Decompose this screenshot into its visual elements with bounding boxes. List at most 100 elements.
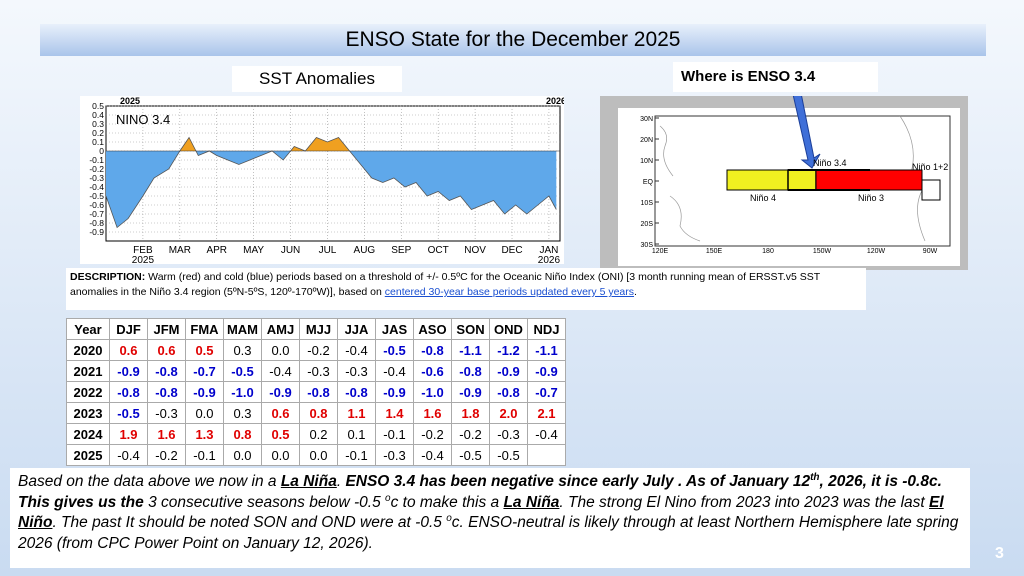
y-tick-label: -0.3 — [89, 173, 104, 183]
x-tick-label: SEP — [391, 245, 411, 256]
value-cell: -1.1 — [527, 339, 566, 361]
value-cell: -0.4 — [375, 360, 414, 382]
x-tick-label: NOV — [464, 245, 486, 256]
lat-label: 10N — [640, 158, 653, 165]
value-cell: 0.0 — [261, 444, 300, 466]
value-cell: -0.5 — [489, 444, 528, 466]
value-cell: -0.5 — [223, 360, 262, 382]
value-cell: -0.8 — [299, 381, 338, 403]
superscript: o — [385, 492, 391, 504]
value-cell: -0.3 — [375, 444, 414, 466]
value-cell: 1.9 — [109, 423, 148, 445]
year-cell: 2020 — [66, 339, 110, 361]
value-cell: 0.1 — [337, 423, 376, 445]
y-tick-label: -0.2 — [89, 164, 104, 174]
text: 3 consecutive seasons below -0.5 — [143, 493, 386, 511]
header-cell: JFM — [147, 318, 186, 340]
value-cell — [527, 444, 566, 466]
value-cell: -1.1 — [451, 339, 490, 361]
header-cell: MAM — [223, 318, 262, 340]
lat-label: EQ — [643, 179, 654, 186]
x-tick-label: DEC — [501, 245, 522, 256]
header-cell: OND — [489, 318, 528, 340]
header-cell: JAS — [375, 318, 414, 340]
value-cell: 0.8 — [223, 423, 262, 445]
x-tick-label: MAY — [243, 245, 264, 256]
value-cell: -1.2 — [489, 339, 528, 361]
description-text: . — [634, 286, 637, 298]
y-tick-label: -0.1 — [89, 155, 104, 165]
coastline — [659, 115, 941, 242]
emphasis: La Niña — [280, 473, 337, 490]
lon-label: 150E — [706, 248, 723, 255]
region-label: Niño 3 — [858, 193, 884, 203]
lon-label: 150W — [813, 248, 832, 255]
y-tick-label: 0.5 — [92, 101, 104, 111]
lat-label: 10S — [641, 200, 654, 207]
value-cell: 1.8 — [451, 402, 490, 424]
value-cell: -1.0 — [413, 381, 452, 403]
value-cell: 1.3 — [185, 423, 224, 445]
year-label: 2026 — [546, 96, 564, 106]
value-cell: -0.8 — [337, 381, 376, 403]
row: 2021 -0.9 -0.8 -0.7 -0.5 -0.4 -0.3 -0.3 -0.4 -0.6… — [66, 360, 566, 382]
warm-area — [106, 137, 557, 151]
value-cell: -0.1 — [375, 423, 414, 445]
value-cell: -0.9 — [261, 381, 300, 403]
header-cell: Year — [66, 318, 110, 340]
y-tick-label: -0.4 — [89, 182, 104, 192]
header-cell: MJJ — [299, 318, 338, 340]
header-cell: DJF — [109, 318, 148, 340]
value-cell: -0.9 — [489, 360, 528, 382]
lon-label: 90W — [923, 248, 938, 255]
value-cell: -0.1 — [185, 444, 224, 466]
superscript: o — [446, 512, 452, 524]
row: 2020 0.6 0.6 0.5 0.3 0.0 -0.2 -0.4 -0.5 -0.8 -1.1-… — [66, 339, 566, 361]
text: c to make this a — [390, 493, 504, 511]
value-cell: 1.1 — [337, 402, 376, 424]
x-tick-label: JAN — [539, 245, 558, 256]
value-cell: -0.9 — [527, 360, 566, 382]
value-cell: 0.0 — [185, 402, 224, 424]
y-tick-label: -0.5 — [89, 191, 104, 201]
description-link[interactable]: centered 30-year base periods updated ev… — [384, 286, 635, 298]
value-cell: 2.0 — [489, 402, 528, 424]
value-cell: 0.0 — [299, 444, 338, 466]
value-cell: -0.2 — [147, 444, 186, 466]
value-cell: 0.2 — [299, 423, 338, 445]
nino3-box — [815, 169, 923, 191]
value-cell: -0.3 — [489, 423, 528, 445]
text: Based on the data above we now in a — [18, 473, 281, 490]
anomaly-line — [105, 136, 557, 229]
header-cell: SON — [451, 318, 490, 340]
value-cell: -0.9 — [451, 381, 490, 403]
header-row: Year DJF JFM FMA MAM AMJ MJJ JJA JAS ASO SON OND NDJ — [66, 318, 566, 340]
lat-label: 20N — [640, 137, 653, 144]
lat-label: 30N — [640, 116, 653, 123]
value-cell: 0.3 — [223, 339, 262, 361]
lon-label: 120E — [652, 248, 669, 255]
value-cell: -1.0 — [223, 381, 262, 403]
lon-label: 120W — [867, 248, 886, 255]
description-text: Warm (red) and cold (blue) periods based… — [70, 271, 820, 298]
value-cell: 0.0 — [261, 339, 300, 361]
value-cell: -0.5 — [375, 339, 414, 361]
year-label: 2025 — [120, 96, 140, 106]
emphasis: , 2026, it is -0.8c. This gives us the — [18, 473, 942, 511]
lon-label: 180 — [762, 248, 774, 255]
value-cell: -0.1 — [337, 444, 376, 466]
row: 2022 -0.8 -0.8 -0.9 -1.0 -0.9 -0.8 -0.8 -0.9 -1.0… — [66, 381, 566, 403]
value-cell: 1.6 — [147, 423, 186, 445]
emphasis: El Niño — [18, 493, 944, 532]
value-cell: -0.8 — [147, 381, 186, 403]
header-cell: FMA — [185, 318, 224, 340]
value-cell: -0.7 — [185, 360, 224, 382]
map-callout: Where is ENSO 3.4 — [673, 62, 878, 92]
description: DESCRIPTION: Warm (red) and cold (blue) … — [66, 268, 866, 310]
value-cell: 0.3 — [223, 402, 262, 424]
x-tick-label: FEB — [133, 245, 153, 256]
value-cell: -0.6 — [413, 360, 452, 382]
value-cell: -0.9 — [185, 381, 224, 403]
value-cell: 0.0 — [223, 444, 262, 466]
